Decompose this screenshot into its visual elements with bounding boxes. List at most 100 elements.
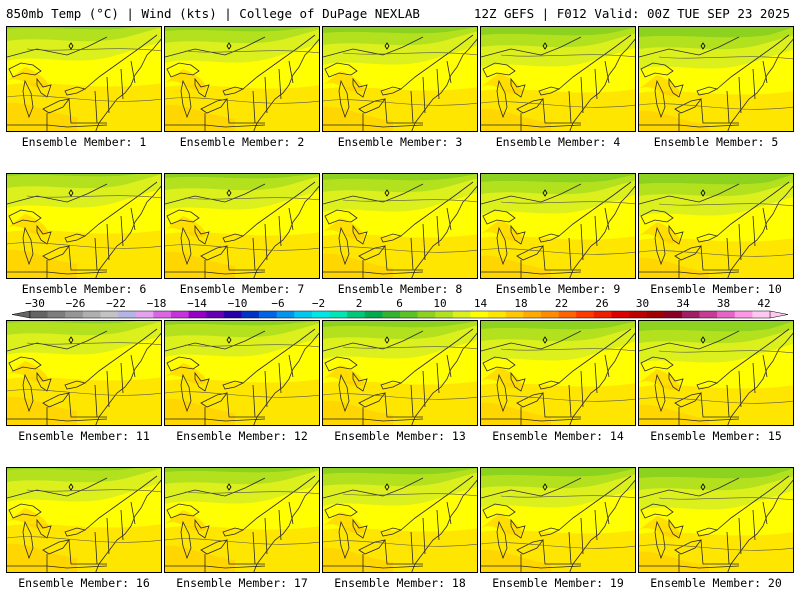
temperature-colorbar	[11, 310, 789, 319]
colorbar-tick-label: 34	[676, 297, 690, 310]
ensemble-member-label: Ensemble Member: 11	[18, 429, 150, 443]
colorbar-segment	[470, 311, 489, 318]
colorbar-segment	[576, 311, 595, 318]
colorbar-segment	[382, 311, 401, 318]
ensemble-member-label: Ensemble Member: 17	[176, 576, 308, 590]
ensemble-map-panel	[480, 320, 636, 426]
ensemble-member-label: Ensemble Member: 12	[176, 429, 308, 443]
ensemble-map-panel	[638, 173, 794, 279]
colorbar-segment	[488, 311, 507, 318]
ensemble-map-panel	[480, 467, 636, 573]
ensemble-map-panel	[638, 467, 794, 573]
colorbar-tick-label: 38	[716, 297, 731, 310]
ensemble-member-label: Ensemble Member: 3	[337, 135, 463, 149]
colorbar-segment	[734, 311, 753, 318]
colorbar-segment	[664, 311, 683, 318]
colorbar-segment	[206, 311, 225, 318]
colorbar-segment	[30, 311, 48, 318]
ensemble-map-panel	[322, 320, 478, 426]
colorbar-tick-label: 18	[514, 297, 528, 310]
temperature-map	[7, 174, 161, 278]
ensemble-map-panel	[164, 26, 320, 132]
ensemble-map-panel	[322, 467, 478, 573]
ensemble-map-panel	[6, 320, 162, 426]
colorbar-tick-label: 22	[554, 297, 569, 310]
colorbar-segment	[611, 311, 630, 318]
colorbar-tick-label: 30	[635, 297, 650, 310]
temperature-map	[165, 27, 319, 131]
colorbar-segment	[170, 311, 189, 318]
temperature-map	[323, 321, 477, 425]
ensemble-map-panel	[322, 173, 478, 279]
colorbar-tick-label: −18	[146, 297, 167, 310]
chart-title: 850mb Temp (°C) | Wind (kts) | College o…	[6, 6, 420, 21]
colorbar-segment	[593, 311, 612, 318]
colorbar-segment	[294, 311, 313, 318]
colorbar-segment	[505, 311, 524, 318]
temperature-map	[7, 468, 161, 572]
ensemble-member-label: Ensemble Member: 7	[179, 282, 305, 296]
colorbar-tick-label: −2	[311, 297, 326, 310]
temperature-map	[165, 321, 319, 425]
temperature-map	[7, 321, 161, 425]
colorbar-segment	[717, 311, 736, 318]
ensemble-member-label: Ensemble Member: 4	[495, 135, 621, 149]
colorbar-segment	[82, 311, 101, 318]
temperature-map	[323, 27, 477, 131]
temperature-map	[323, 174, 477, 278]
ensemble-member-label: Ensemble Member: 8	[337, 282, 463, 296]
colorbar-segment	[118, 311, 137, 318]
colorbar-segment	[311, 311, 330, 318]
colorbar-segment	[223, 311, 242, 318]
colorbar-tick-label: 6	[396, 297, 403, 310]
temperature-map	[639, 321, 793, 425]
colorbar-tick-label: −14	[187, 297, 207, 310]
model-run-valid-time: 12Z GEFS | F012 Valid: 00Z TUE SEP 23 20…	[473, 6, 790, 21]
colorbar-segment	[452, 311, 471, 318]
colorbar-segment	[47, 311, 66, 318]
colorbar-segment	[540, 311, 559, 318]
colorbar-tick-label: 2	[355, 297, 363, 310]
colorbar-segment	[329, 311, 348, 318]
colorbar-tick-label: 26	[595, 297, 609, 310]
ensemble-map-panel	[164, 320, 320, 426]
ensemble-member-label: Ensemble Member: 19	[492, 576, 624, 590]
ensemble-member-label: Ensemble Member: 20	[650, 576, 782, 590]
colorbar-segment	[188, 311, 207, 318]
ensemble-member-label: Ensemble Member: 15	[650, 429, 782, 443]
temperature-map	[639, 27, 793, 131]
colorbar-segment	[276, 311, 295, 318]
colorbar-segment	[681, 311, 700, 318]
ensemble-member-label: Ensemble Member: 2	[179, 135, 305, 149]
colorbar-segment	[400, 311, 418, 318]
ensemble-map-panel	[322, 26, 478, 132]
ensemble-member-label: Ensemble Member: 9	[495, 282, 621, 296]
colorbar-segment	[153, 311, 172, 318]
temperature-map	[481, 174, 635, 278]
ensemble-member-label: Ensemble Member: 13	[334, 429, 466, 443]
temperature-map	[481, 321, 635, 425]
colorbar-segment	[135, 311, 154, 318]
ensemble-map-panel	[6, 173, 162, 279]
colorbar-segment	[523, 311, 542, 318]
colorbar-tick-label: −22	[106, 297, 126, 310]
ensemble-map-panel	[164, 467, 320, 573]
colorbar-segment	[364, 311, 383, 318]
colorbar-tick-label: −6	[271, 297, 285, 310]
ensemble-member-label: Ensemble Member: 10	[650, 282, 782, 296]
colorbar-tick-label: 14	[473, 297, 488, 310]
colorbar-segment	[417, 311, 436, 318]
temperature-map	[165, 468, 319, 572]
temperature-map	[481, 468, 635, 572]
ensemble-member-label: Ensemble Member: 1	[21, 135, 147, 149]
ensemble-map-panel	[638, 26, 794, 132]
ensemble-member-label: Ensemble Member: 16	[18, 576, 150, 590]
temperature-map	[165, 174, 319, 278]
colorbar-segment	[347, 311, 366, 318]
colorbar-segment	[100, 311, 119, 318]
colorbar-segment	[752, 311, 771, 318]
colorbar-segment	[259, 311, 277, 318]
colorbar-tick-label: 42	[757, 297, 771, 310]
temperature-map	[7, 27, 161, 131]
colorbar-tick-label: −30	[25, 297, 45, 310]
